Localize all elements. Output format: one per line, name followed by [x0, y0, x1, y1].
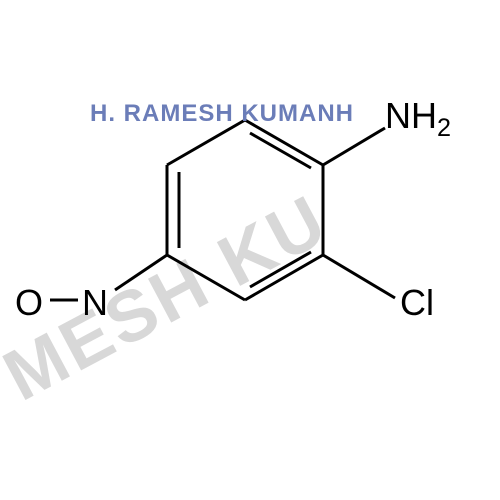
- watermark-top: H. RAMESH KUMANH: [90, 100, 354, 128]
- label-nh2: NH2: [385, 95, 451, 143]
- bond-to-cl: [323, 255, 395, 298]
- label-cl: Cl: [400, 282, 434, 324]
- bond-to-n: [115, 255, 167, 290]
- chemical-diagram: MESH KU NH2 Cl O N H. RAMESH KUMANH: [0, 0, 500, 500]
- benzene-ring: [0, 0, 500, 500]
- bond-to-nh2: [323, 128, 385, 165]
- label-n: N: [82, 282, 108, 324]
- label-o: O: [15, 282, 43, 324]
